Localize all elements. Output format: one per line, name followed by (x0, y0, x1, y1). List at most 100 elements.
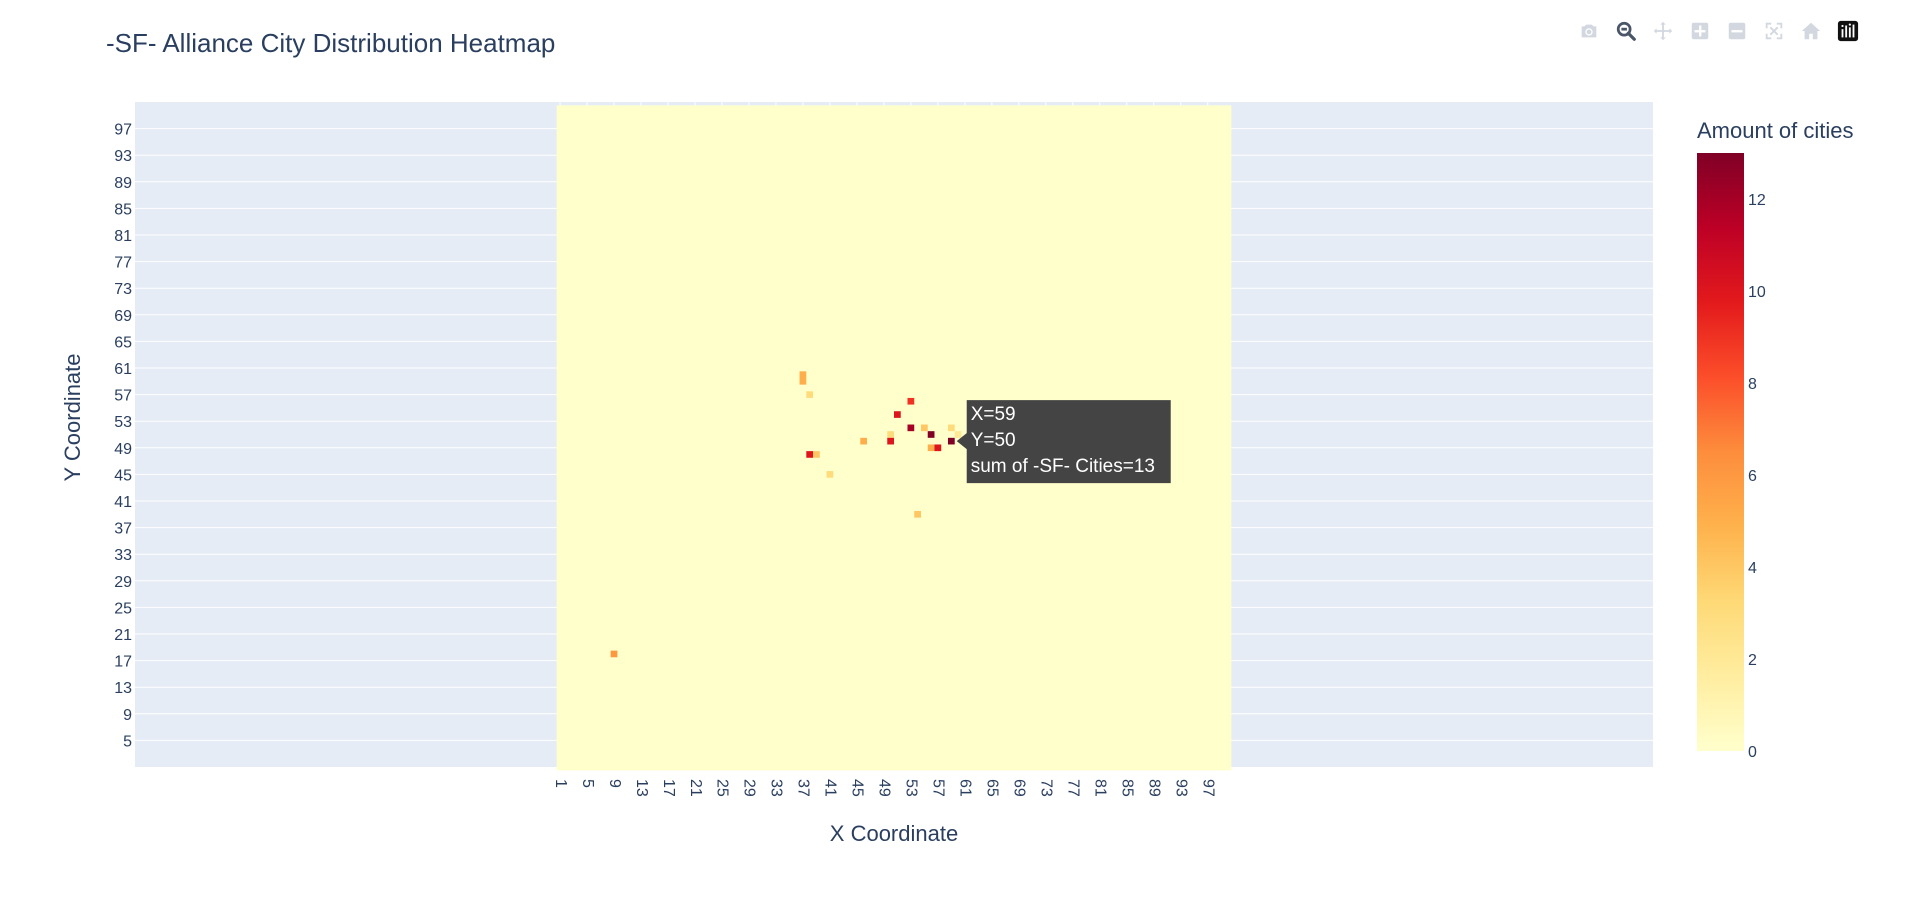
x-tick-label: 29 (741, 779, 758, 797)
heatmap-cell[interactable] (813, 451, 820, 458)
y-tick-label: 49 (114, 441, 132, 458)
pan-button[interactable] (1644, 14, 1681, 48)
y-tick-label: 65 (114, 334, 132, 351)
x-tick-label: 93 (1172, 779, 1189, 797)
zoom-in-icon (1691, 22, 1708, 40)
colorbar-tick-label: 12 (1748, 192, 1766, 209)
camera-icon (1581, 24, 1596, 38)
zoom-button[interactable] (1607, 14, 1644, 48)
y-tick-label: 85 (114, 201, 132, 218)
x-tick-label: 81 (1092, 779, 1109, 797)
heatmap-cell[interactable] (907, 424, 915, 432)
heatmap-cell[interactable] (826, 471, 834, 478)
x-axis-ticks: 1 5 9 13 17 21 25 29 33 37 41 45 49 53 57 61 65 69 73 77 81 8… (552, 779, 1217, 797)
x-tick-label: 13 (633, 779, 650, 797)
y-tick-label: 97 (114, 122, 132, 139)
home-button[interactable] (1792, 14, 1829, 48)
x-tick-label: 9 (606, 779, 623, 788)
y-tick-label: 9 (123, 707, 132, 724)
x-tick-label: 85 (1119, 779, 1136, 797)
x-tick-label: 69 (1011, 779, 1028, 797)
heatmap-cell[interactable] (907, 397, 915, 405)
y-axis-title: Y Coordinate (60, 353, 85, 481)
y-tick-label: 41 (114, 494, 132, 511)
y-tick-label: 25 (114, 600, 132, 617)
y-tick-label: 45 (114, 467, 132, 484)
x-tick-label: 89 (1146, 779, 1163, 797)
y-tick-label: 69 (114, 308, 132, 325)
autoscale-button[interactable] (1755, 14, 1792, 48)
heatmap-cell[interactable] (610, 650, 618, 658)
zoom-in-button[interactable] (1681, 14, 1718, 48)
chart-title: -SF- Alliance City Distribution Heatmap (106, 28, 556, 58)
x-tick-label: 37 (795, 779, 812, 797)
x-tick-label: 73 (1038, 779, 1055, 797)
colorbar (1697, 153, 1744, 751)
heatmap-cell[interactable] (894, 411, 901, 418)
zoom-out-button[interactable] (1718, 14, 1755, 48)
y-tick-label: 89 (114, 175, 132, 192)
colorbar-tick-label: 6 (1748, 468, 1757, 485)
y-tick-label: 17 (114, 654, 132, 671)
y-tick-label: 29 (114, 574, 132, 591)
hover-line-y: Y=50 (971, 430, 1016, 451)
colorbar-tick-label: 4 (1748, 560, 1757, 577)
zoom-icon (1616, 21, 1636, 41)
x-tick-label: 17 (660, 779, 677, 797)
heatmap-cell[interactable] (799, 377, 807, 385)
heatmap-cell[interactable] (860, 437, 868, 445)
heatmap-cell[interactable] (947, 437, 955, 445)
pan-icon (1653, 21, 1672, 41)
y-tick-label: 21 (114, 627, 132, 644)
heatmap-cell[interactable] (799, 371, 807, 378)
heatmap-cell[interactable] (927, 444, 935, 452)
y-tick-label: 13 (114, 680, 132, 697)
heatmap-cell[interactable] (954, 431, 962, 438)
hover-line-value: sum of -SF- Cities=13 (971, 456, 1155, 477)
hover-tooltip: X=59 Y=50 sum of -SF- Cities=13 (956, 400, 1171, 484)
x-tick-label: 77 (1065, 779, 1082, 797)
colorbar-ticks: 0 2 4 6 8 10 12 (1748, 192, 1766, 761)
x-tick-label: 41 (822, 779, 839, 797)
y-tick-label: 61 (114, 361, 132, 378)
heatmap-cells (610, 371, 962, 658)
autoscale-icon (1765, 22, 1782, 40)
colorbar-title: Amount of cities (1697, 118, 1854, 143)
y-tick-label: 53 (114, 414, 132, 431)
hover-box (956, 400, 1171, 484)
plotly-logo-button[interactable] (1829, 14, 1866, 48)
colorbar-tick-label: 8 (1748, 376, 1757, 393)
x-tick-label: 65 (984, 779, 1001, 797)
heatmap-cell[interactable] (920, 424, 928, 432)
colorbar-tick-label: 10 (1748, 284, 1766, 301)
x-tick-label: 53 (903, 779, 920, 797)
y-tick-label: 5 (123, 733, 132, 750)
x-axis-title: X Coordinate (830, 821, 958, 846)
x-tick-label: 25 (714, 779, 731, 797)
heatmap-cell[interactable] (914, 510, 921, 518)
heatmap-cell[interactable] (934, 444, 942, 452)
x-tick-label: 49 (876, 779, 893, 797)
heatmap-cell[interactable] (887, 431, 894, 438)
heatmap-cell[interactable] (947, 424, 955, 432)
home-icon (1801, 22, 1820, 40)
x-tick-label: 61 (957, 779, 974, 797)
heatmap-cell[interactable] (806, 451, 814, 458)
x-tick-label: 57 (930, 779, 947, 797)
camera-button[interactable] (1570, 14, 1607, 48)
y-tick-label: 33 (114, 547, 132, 564)
x-tick-label: 33 (768, 779, 785, 797)
modebar (1570, 14, 1866, 48)
x-tick-label: 97 (1199, 779, 1216, 797)
x-tick-label: 21 (687, 779, 704, 797)
x-tick-label: 1 (552, 779, 569, 788)
y-tick-label: 57 (114, 388, 132, 405)
hover-line-x: X=59 (971, 404, 1016, 425)
heatmap-cell[interactable] (887, 437, 894, 445)
x-tick-label: 5 (579, 779, 596, 788)
heatmap-cell[interactable] (927, 431, 935, 438)
x-tick-label: 45 (849, 779, 866, 797)
heatmap-cell[interactable] (806, 391, 814, 398)
plotly-logo-icon (1837, 20, 1858, 42)
